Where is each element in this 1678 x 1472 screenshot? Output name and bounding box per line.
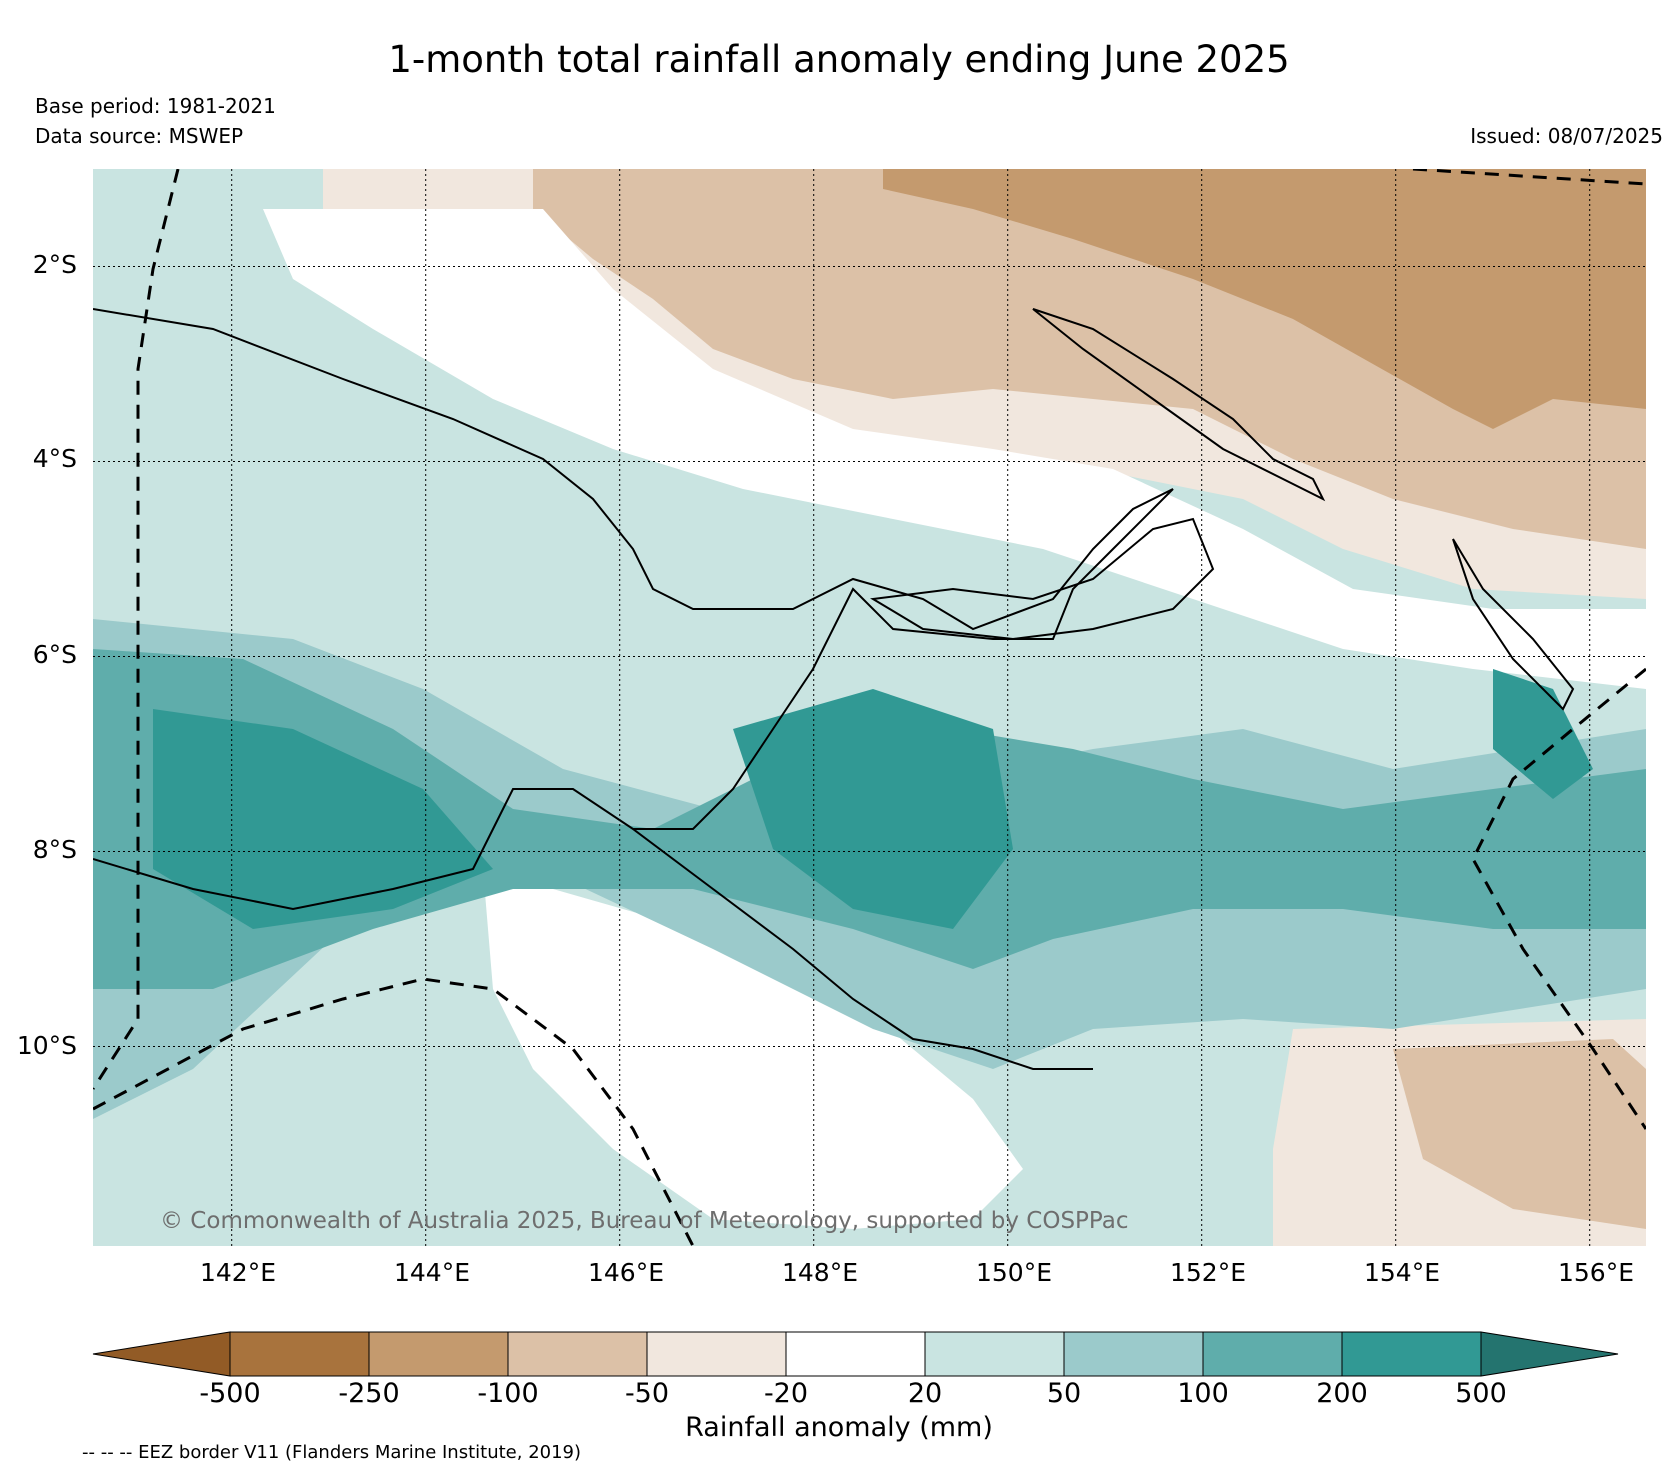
neutral-region-south xyxy=(483,869,1023,1229)
map-svg xyxy=(93,169,1646,1246)
colorbar-segment-7 xyxy=(1063,1331,1204,1377)
colorbar-segment-1 xyxy=(229,1331,370,1377)
lon-label-144e: 144°E xyxy=(393,1258,470,1287)
eez-border-west xyxy=(93,169,180,1090)
colorbar-tick-2: -100 xyxy=(477,1378,539,1409)
coastline-new-britain xyxy=(870,517,1215,641)
rainfall-anomaly-map: © Commonwealth of Australia 2025, Bureau… xyxy=(93,169,1646,1246)
lat-label-6s: 6°S xyxy=(32,640,77,669)
colorbar-tick-1: -250 xyxy=(338,1378,400,1409)
colorbar-title: Rainfall anomaly (mm) xyxy=(685,1412,993,1443)
colorbar-segment-4 xyxy=(646,1331,787,1377)
copyright-notice: © Commonwealth of Australia 2025, Bureau… xyxy=(160,1208,1129,1234)
wet-core-gulf xyxy=(153,709,493,929)
colorbar-tick-9: 500 xyxy=(1455,1378,1507,1409)
lon-label-154e: 154°E xyxy=(1363,1258,1440,1287)
coastline-new-ireland xyxy=(1032,308,1326,502)
wet-core-central xyxy=(733,689,1013,929)
map-title: 1-month total rainfall anomaly ending Ju… xyxy=(388,38,1290,81)
colorbar-tick-5: 20 xyxy=(907,1378,943,1409)
lon-label-148e: 148°E xyxy=(781,1258,858,1287)
eez-border-east xyxy=(1471,667,1646,1130)
colorbar-extend-high xyxy=(1480,1331,1619,1377)
colorbar-extend-low xyxy=(92,1331,231,1377)
coastline-bougainville xyxy=(1452,538,1575,711)
dry-region-north-3 xyxy=(883,169,1646,429)
lon-label-146e: 146°E xyxy=(587,1258,664,1287)
wet-core-east xyxy=(1493,669,1593,799)
colorbar-segment-3 xyxy=(507,1331,648,1377)
coastline-south-peninsula xyxy=(632,828,1093,1070)
eez-legend-note: -- -- -- EEZ border V11 (Flanders Marine… xyxy=(82,1442,582,1463)
colorbar-tick-0: -500 xyxy=(199,1378,261,1409)
colorbar-segment-8 xyxy=(1202,1331,1343,1377)
lat-label-4s: 4°S xyxy=(32,444,77,473)
lon-label-142e: 142°E xyxy=(199,1258,276,1287)
base-period-text: Base period: 1981-2021 xyxy=(35,94,276,118)
colorbar-tick-8: 200 xyxy=(1316,1378,1368,1409)
colorbar-segment-5 xyxy=(785,1331,926,1377)
dry-region-south-east-2 xyxy=(1393,1039,1646,1229)
colorbar-tick-4: -20 xyxy=(763,1378,809,1409)
eez-border-south xyxy=(93,977,695,1246)
colorbar-segment-2 xyxy=(368,1331,509,1377)
lat-label-8s: 8°S xyxy=(32,835,77,864)
lon-label-152e: 152°E xyxy=(1169,1258,1246,1287)
coastline-new-guinea xyxy=(93,308,1174,911)
lat-label-10s: 10°S xyxy=(16,1031,77,1060)
eez-border-northeast xyxy=(1412,169,1646,186)
colorbar-tick-6: 50 xyxy=(1046,1378,1082,1409)
colorbar-tick-7: 100 xyxy=(1177,1378,1229,1409)
colorbar xyxy=(92,1331,1619,1377)
gridlines xyxy=(93,169,1646,1246)
lon-label-156e: 156°E xyxy=(1557,1258,1634,1287)
lat-label-2s: 2°S xyxy=(32,250,77,279)
neutral-band-north xyxy=(263,209,1646,689)
issued-date-text: Issued: 08/07/2025 xyxy=(1470,124,1663,148)
data-source-text: Data source: MSWEP xyxy=(35,124,244,148)
colorbar-segment-9 xyxy=(1341,1331,1482,1377)
colorbar-tick-3: -50 xyxy=(624,1378,670,1409)
colorbar-segment-6 xyxy=(924,1331,1065,1377)
lon-label-150e: 150°E xyxy=(975,1258,1052,1287)
